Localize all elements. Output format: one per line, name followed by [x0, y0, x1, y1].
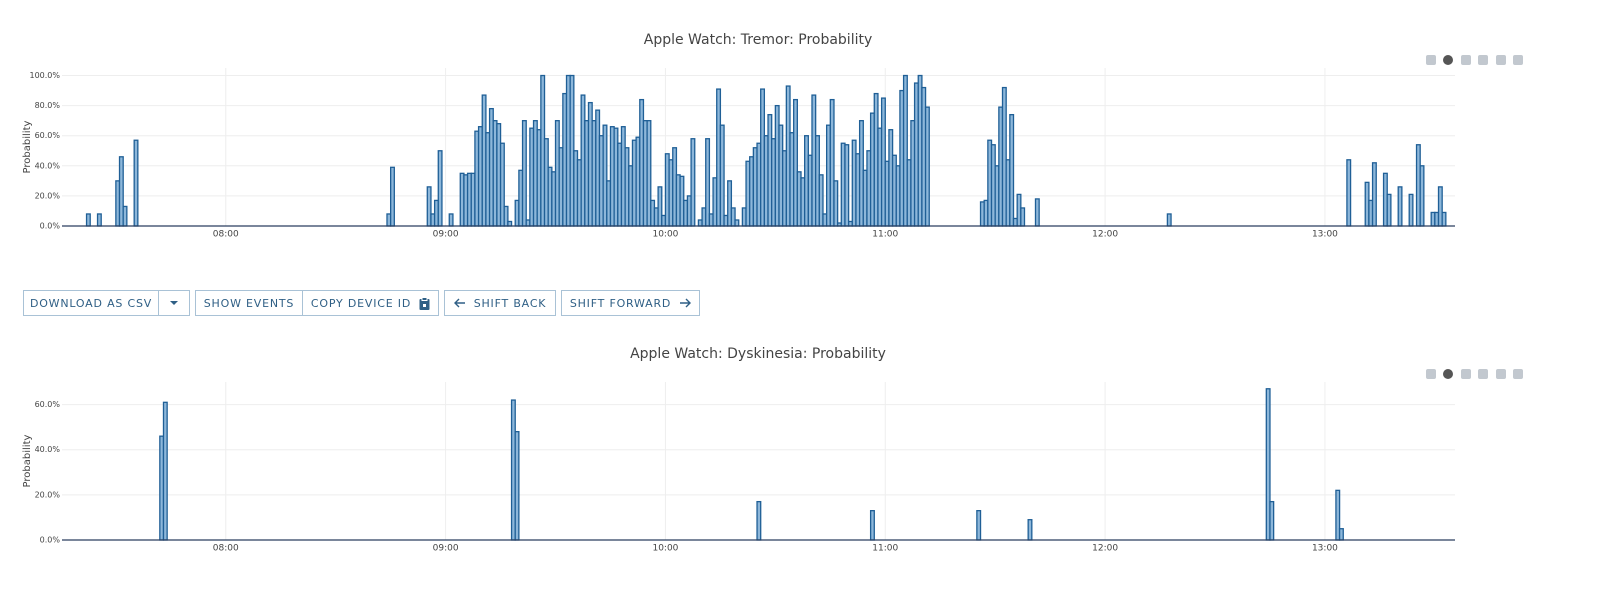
button-label: SHIFT BACK [473, 296, 547, 310]
modebar-icon [1478, 55, 1488, 65]
step-bar [96, 213, 102, 227]
step-bar [756, 500, 762, 541]
step-bar [1408, 193, 1414, 227]
button[interactable]: COPY DEVICE ID [302, 290, 439, 316]
modebar-icon [1496, 369, 1506, 379]
chart-title: Apple Watch: Dyskinesia: Probability [630, 346, 886, 362]
x-tick-label: 10:00 [652, 544, 678, 554]
step-bar [133, 139, 139, 227]
modebar-icon [1496, 55, 1506, 65]
y-axis-label: Probability [22, 434, 33, 487]
modebar-icon [1478, 369, 1488, 379]
x-tick-label: 12:00 [1092, 544, 1118, 554]
step-bar [869, 510, 875, 541]
button[interactable]: DOWNLOAD AS CSV [23, 290, 159, 316]
button[interactable]: SHOW EVENTS [195, 290, 303, 316]
step-bar [1034, 198, 1040, 227]
modebar-icon [1426, 369, 1436, 379]
arrow-left-icon [453, 298, 465, 308]
step-bar [507, 220, 513, 227]
chart: Apple Watch: Dyskinesia: Probability Prob… [22, 346, 1523, 554]
step-bar [924, 106, 930, 227]
step-bar [844, 144, 850, 227]
chart-title: Apple Watch: Tremor: Probability [644, 32, 873, 48]
step-bar [1009, 113, 1015, 227]
step-bar [1166, 213, 1172, 227]
x-tick-label: 09:00 [433, 230, 459, 240]
button-label: DOWNLOAD AS CSV [29, 296, 153, 310]
step-bar [690, 138, 696, 227]
modebar-icon [1513, 55, 1523, 65]
x-tick-label: 11:00 [872, 230, 898, 240]
clipboard-icon [419, 296, 430, 310]
y-tick-label: 20.0% [35, 490, 61, 499]
step-bar [1020, 207, 1026, 227]
step-bar [705, 138, 711, 227]
step-bar [1441, 211, 1447, 227]
x-tick-label: 10:00 [652, 230, 678, 240]
step-bar [1419, 165, 1425, 227]
step-bar [734, 219, 740, 227]
x-tick-label: 12:00 [1092, 230, 1118, 240]
button[interactable]: SHIFT FORWARD [561, 290, 700, 316]
step-bar [162, 401, 168, 541]
step-bar [1397, 186, 1403, 227]
y-axis-label: Probability [22, 120, 33, 173]
x-tick-label: 13:00 [1312, 230, 1338, 240]
modebar-icon [1513, 369, 1523, 379]
x-tick-label: 13:00 [1312, 544, 1338, 554]
step-bar [122, 205, 128, 227]
y-tick-label: 100.0% [29, 71, 60, 80]
y-tick-label: 40.0% [35, 445, 61, 454]
dropdown-button[interactable] [158, 290, 190, 316]
button-label: COPY DEVICE ID [310, 296, 412, 310]
step-bar [833, 180, 839, 227]
modebar-icon [1443, 55, 1453, 65]
step-bar [719, 124, 725, 227]
x-tick-label: 08:00 [213, 230, 239, 240]
step-bar [1338, 528, 1344, 541]
step-bar [1371, 162, 1377, 227]
modebar [1426, 369, 1523, 379]
y-tick-label: 20.0% [35, 191, 61, 200]
x-tick-label: 09:00 [433, 544, 459, 554]
x-tick-label: 11:00 [872, 544, 898, 554]
button-label: SHIFT FORWARD [569, 296, 672, 310]
y-tick-label: 40.0% [35, 161, 61, 170]
step-bar [1386, 193, 1392, 227]
modebar-icon [1443, 369, 1453, 379]
y-tick-label: 0.0% [40, 222, 61, 231]
step-bar [514, 431, 520, 541]
step-bar [1269, 500, 1275, 541]
modebar-icon [1461, 55, 1471, 65]
button-label: SHOW EVENTS [203, 296, 295, 310]
step-bar [448, 213, 454, 227]
step-bar [976, 510, 982, 541]
step-bar [1027, 519, 1033, 541]
step-bar [85, 213, 91, 227]
caret-icon [170, 301, 178, 305]
x-tick-label: 08:00 [213, 544, 239, 554]
arrow-right-icon [680, 298, 692, 308]
step-bar [521, 120, 527, 227]
y-tick-label: 80.0% [35, 101, 61, 110]
step-bar [389, 166, 395, 227]
step-bar [437, 150, 443, 227]
step-bar [1346, 159, 1352, 227]
modebar-icon [1461, 369, 1471, 379]
button[interactable]: SHIFT BACK [444, 290, 556, 316]
y-tick-label: 0.0% [40, 536, 61, 545]
chart: Apple Watch: Tremor: Probability Probabil… [22, 32, 1523, 240]
y-tick-label: 60.0% [35, 400, 61, 409]
y-tick-label: 60.0% [35, 131, 61, 140]
modebar [1426, 55, 1523, 65]
modebar-icon [1426, 55, 1436, 65]
